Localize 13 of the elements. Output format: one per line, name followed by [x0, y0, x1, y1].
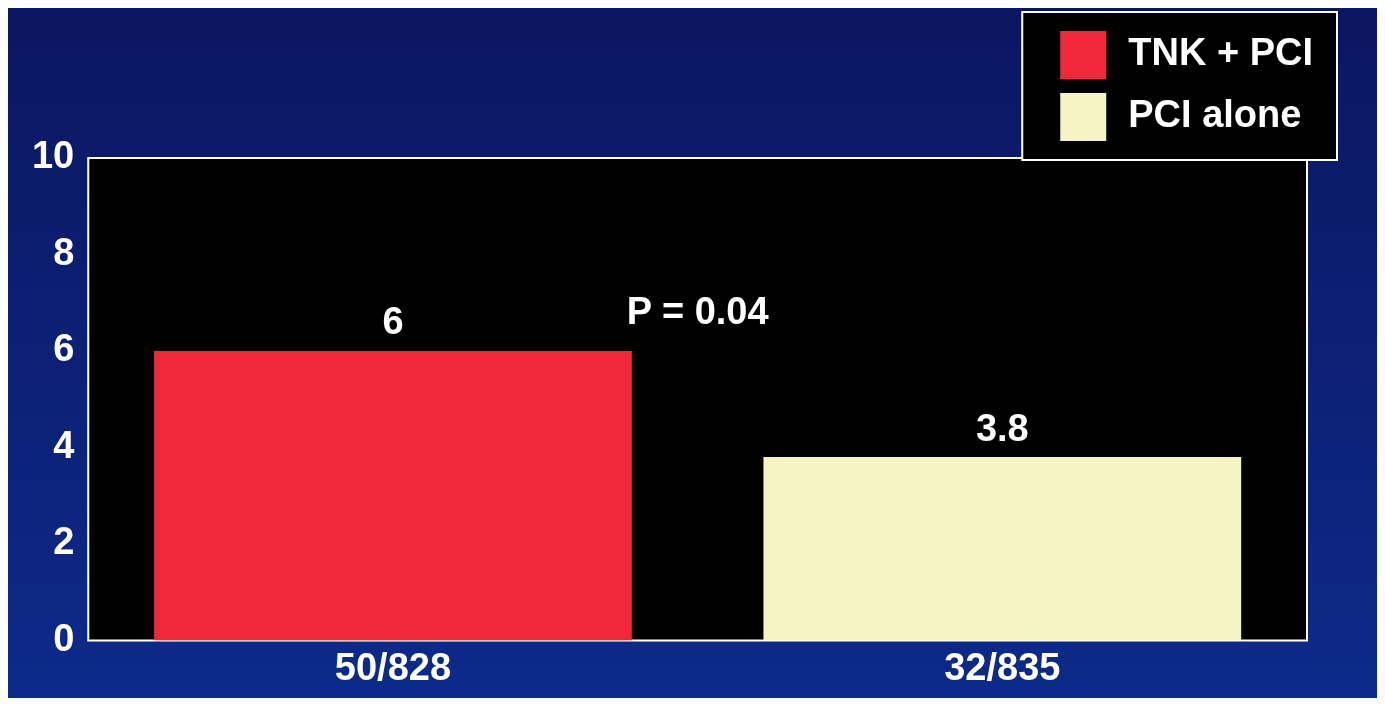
x-tick-label: 32/835: [944, 645, 1061, 688]
y-tick-label: 10: [31, 134, 75, 177]
x-tick-label: 50/828: [334, 645, 452, 688]
data-label: 3.8: [975, 406, 1029, 449]
y-tick-label: 6: [53, 327, 75, 370]
legend-label: PCI alone: [1128, 93, 1302, 136]
y-tick-label: 2: [53, 520, 75, 563]
legend-label: TNK + PCI: [1128, 31, 1313, 74]
data-label: 6: [382, 300, 404, 343]
y-tick-label: 4: [53, 423, 75, 466]
annotation: P = 0.04: [626, 290, 769, 333]
y-tick-label: 8: [53, 230, 75, 273]
y-tick-label: 0: [53, 616, 75, 659]
